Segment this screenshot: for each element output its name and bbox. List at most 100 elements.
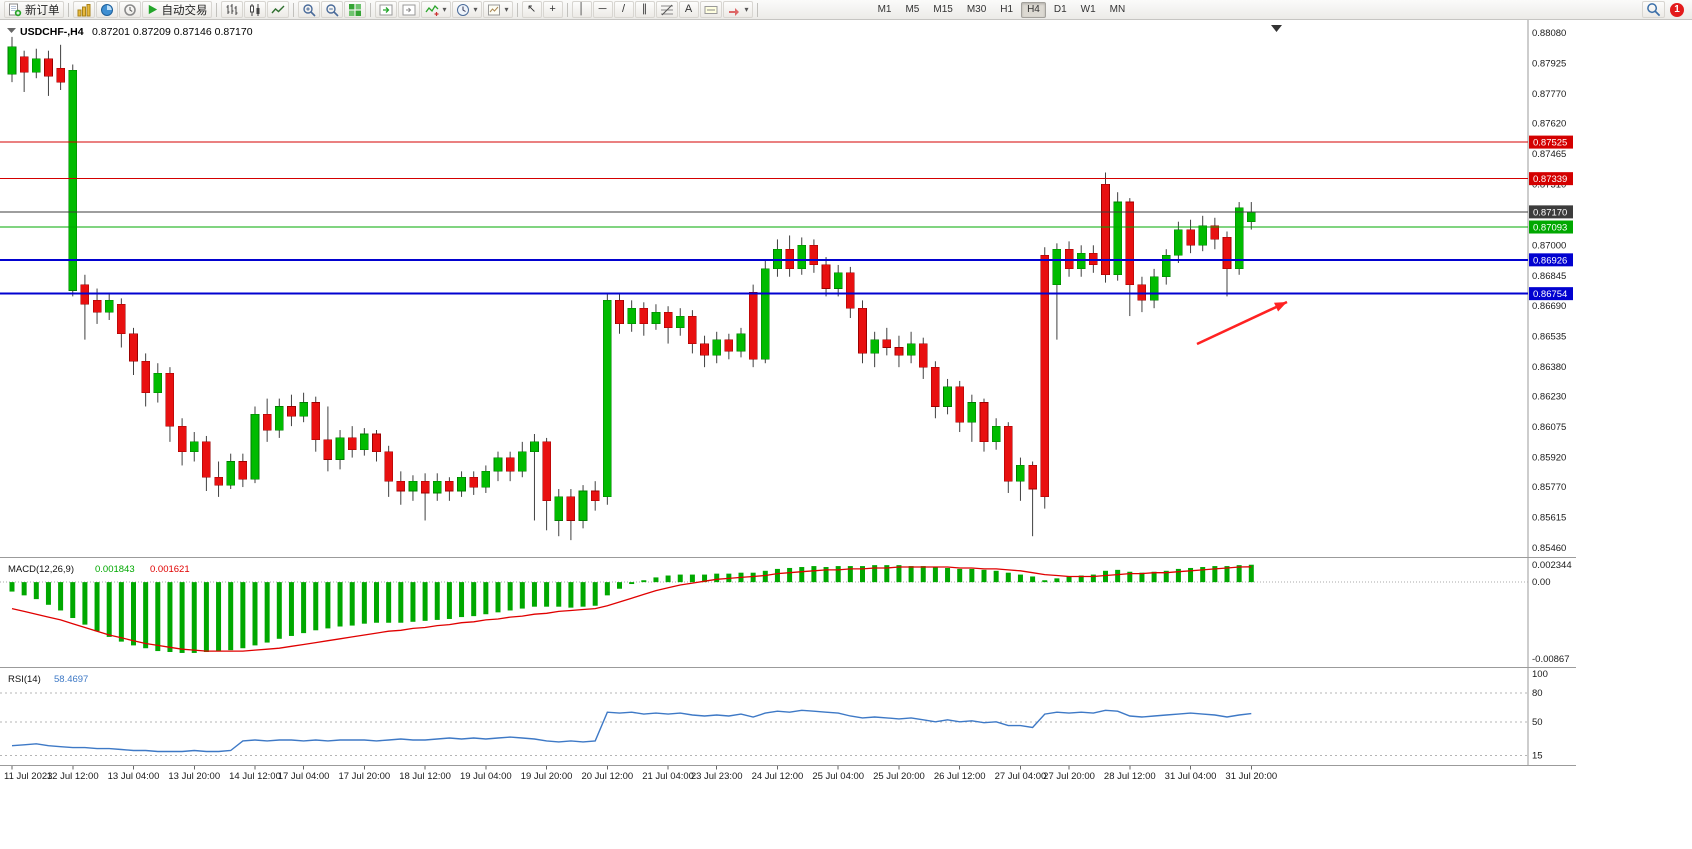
price-axis-label: 0.86845 [1532, 271, 1566, 282]
new-order-button[interactable]: 新订单 [4, 1, 64, 18]
shapes-button[interactable]: ▾ [722, 1, 753, 18]
arrow-annotation[interactable] [1196, 300, 1288, 346]
time-axis-label: 21 Jul 04:00 [642, 771, 694, 782]
candles [7, 36, 1256, 541]
price-scale[interactable]: 0.88080 0.87925 0.87770 0.87620 0.87465 0.873… [1527, 20, 1566, 766]
price-tag [1529, 135, 1573, 149]
autoscroll-icon [379, 4, 392, 15]
periods-dropdown[interactable]: ▾ [473, 5, 478, 14]
macd-scale-label: -0.00867 [1532, 654, 1570, 665]
rsi-level-label: 100 [1532, 669, 1548, 680]
shapes-dropdown[interactable]: ▾ [744, 5, 749, 14]
new-order-icon [9, 3, 22, 16]
timeframe-button-d1[interactable]: D1 [1053, 4, 1067, 15]
zoom-in-icon [302, 3, 316, 17]
search-button[interactable] [1642, 1, 1665, 18]
timeframe-button-m30[interactable]: M30 [966, 4, 987, 15]
time-axis-label: 27 Jul 20:00 [1043, 771, 1095, 782]
price-axis-label: 0.85920 [1532, 453, 1566, 464]
line-chart-button[interactable] [266, 1, 289, 18]
periods-button[interactable]: ▾ [451, 1, 482, 18]
zoom-in-button[interactable] [297, 1, 320, 18]
vertical-line-icon: │ [578, 3, 585, 15]
timeframe-button-w1[interactable]: W1 [1080, 4, 1096, 15]
price-tag-label: 0.86754 [1533, 289, 1567, 300]
macd-value-signal: 0.001621 [150, 564, 190, 575]
price-tag [1529, 287, 1573, 301]
horizontal-line-button[interactable]: ─ [592, 1, 613, 18]
timeframe-button-m5[interactable]: M5 [905, 4, 920, 15]
fibonacci-button[interactable] [655, 1, 678, 18]
bar-chart-button[interactable] [220, 1, 243, 18]
price-axis-label: 0.87620 [1532, 118, 1566, 129]
text-tool-icon: A [684, 3, 693, 15]
autoscroll-button[interactable] [374, 1, 397, 18]
price-tag [1529, 205, 1573, 219]
crosshair-button[interactable]: + [542, 1, 563, 18]
price-tag-label: 0.87170 [1533, 207, 1567, 218]
tile-windows-button[interactable] [343, 1, 366, 18]
charts-button[interactable] [72, 1, 95, 18]
channel-icon: ∥ [641, 3, 648, 15]
toolbar: 新订单 自动交易 [0, 0, 1692, 20]
templates-dropdown[interactable]: ▾ [504, 5, 509, 14]
chart-shift-button[interactable] [397, 1, 420, 18]
chart-shift-icon [402, 4, 415, 15]
macd-panel[interactable]: MACD(12,26,9) 0.001843 0.001621 0.002344 0.0… [0, 560, 1572, 665]
notification-badge[interactable]: 1 [1670, 2, 1684, 17]
price-axis-label: 0.86075 [1532, 422, 1566, 433]
time-axis-label: 27 Jul 04:00 [995, 771, 1047, 782]
text-tool-button[interactable]: A [678, 1, 699, 18]
time-axis-label: 31 Jul 04:00 [1165, 771, 1217, 782]
trendline-button[interactable]: / [613, 1, 634, 18]
timeframe-button-h1[interactable]: H1 [1000, 4, 1014, 15]
fibonacci-icon [660, 4, 673, 15]
horizontal-levels[interactable]: 0.87525 0.87339 0.87170 0.87093 0.86926 0.867… [0, 135, 1573, 301]
toolbar-separator [215, 2, 217, 17]
rsi-panel[interactable]: 100 80 50 15 RSI(14) 58.4697 [0, 669, 1548, 761]
toolbar-separator [67, 2, 69, 17]
autotrading-label: 自动交易 [161, 4, 208, 17]
time-axis-label: 14 Jul 12:00 [229, 771, 281, 782]
indicators-dropdown[interactable]: ▾ [442, 5, 447, 14]
indicators-button[interactable]: ▾ [420, 1, 451, 18]
price-axis-label: 0.87465 [1532, 149, 1566, 160]
cursor-button[interactable]: ↖ [521, 1, 542, 18]
time-axis-label: 12 Jul 12:00 [47, 771, 99, 782]
candlestick-chart-button[interactable] [243, 1, 266, 18]
indicators-icon [424, 4, 438, 16]
vertical-line-button[interactable]: │ [571, 1, 592, 18]
price-axis-label: 0.85615 [1532, 513, 1566, 524]
line-chart-icon [270, 5, 284, 13]
templates-button[interactable]: ▾ [482, 1, 513, 18]
time-axis-label: 17 Jul 04:00 [278, 771, 330, 782]
price-axis-label: 0.85770 [1532, 482, 1566, 493]
candlestick-chart-icon [249, 3, 259, 16]
autotrading-button[interactable]: 自动交易 [141, 1, 212, 18]
price-tag-label: 0.87093 [1533, 223, 1567, 234]
price-axis-label: 0.85460 [1532, 543, 1566, 554]
timeframe-button-h4[interactable]: H4 [1021, 1, 1046, 18]
bar-chart-icon [226, 3, 237, 15]
arrow-shape-icon [728, 7, 739, 16]
price-axis-label: 0.87925 [1532, 58, 1566, 69]
macd-scale-label: 0.00 [1532, 577, 1551, 588]
oneclick-arrow-icon[interactable] [7, 28, 16, 33]
profiles-icon [100, 3, 113, 16]
trendline-icon: / [622, 3, 626, 15]
profiles-button[interactable] [95, 1, 118, 18]
timeframe-button-mn[interactable]: MN [1109, 4, 1126, 15]
market-watch-button[interactable] [118, 1, 141, 18]
price-tag [1529, 220, 1573, 234]
price-axis-label: 0.86535 [1532, 332, 1566, 343]
text-label-button[interactable] [699, 1, 722, 18]
zoom-out-button[interactable] [320, 1, 343, 18]
timeframe-button-m1[interactable]: M1 [877, 4, 892, 15]
timeframe-button-m15[interactable]: M15 [933, 4, 953, 15]
tile-windows-icon [348, 3, 361, 16]
channel-button[interactable]: ∥ [634, 1, 655, 18]
time-axis-label: 28 Jul 12:00 [1104, 771, 1156, 782]
